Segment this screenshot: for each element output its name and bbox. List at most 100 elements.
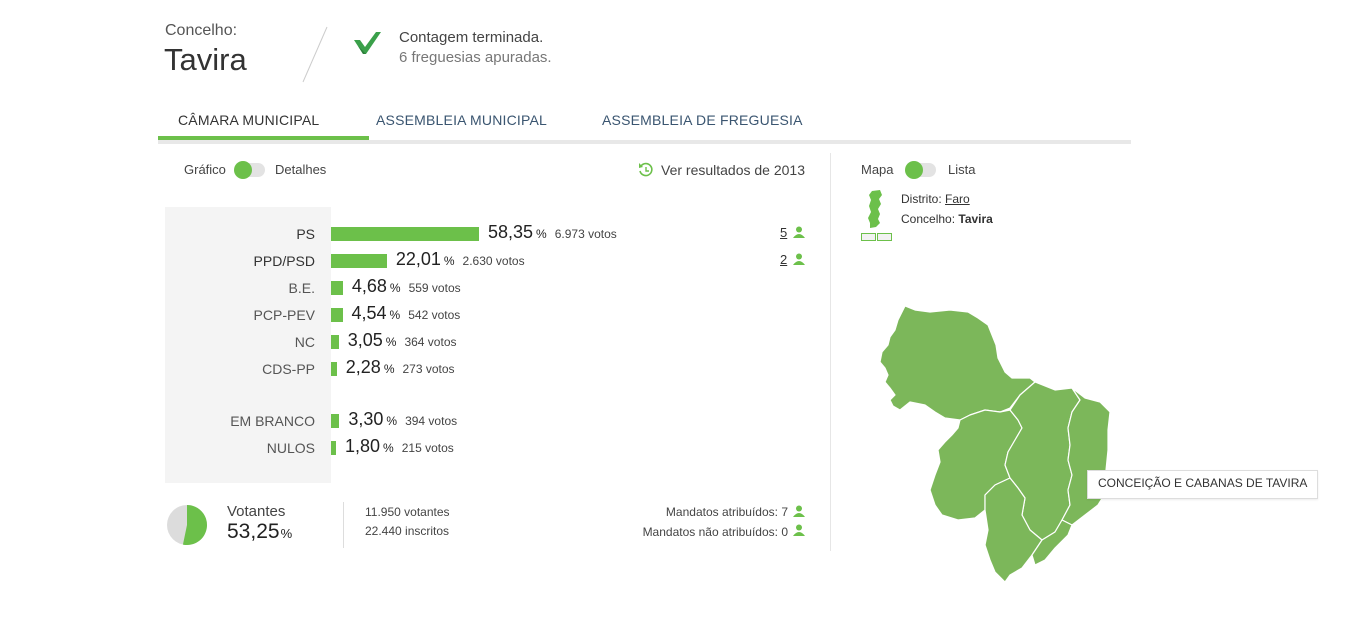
count-status-title: Contagem terminada.	[399, 29, 544, 46]
result-pct-value: 4,54	[351, 303, 387, 323]
tab-assembleia-freguesia[interactable]: ASSEMBLEIA DE FREGUESIA	[602, 112, 803, 128]
district-link[interactable]: Faro	[945, 192, 970, 206]
party-label: PPD/PSD	[253, 253, 315, 269]
check-icon	[354, 32, 381, 54]
toggle-knob	[905, 161, 923, 179]
result-bar	[331, 227, 479, 241]
result-pct-value: 3,30	[348, 409, 384, 429]
header-divider	[302, 26, 328, 83]
view-toggle-switch[interactable]	[234, 161, 265, 179]
tab-camara-municipal[interactable]: CÂMARA MUNICIPAL	[178, 112, 320, 128]
portugal-minimap-icon[interactable]	[864, 190, 888, 230]
result-pct-unit: %	[383, 441, 394, 455]
result-votes: 273 votos	[402, 362, 455, 376]
party-label: EM BRANCO	[230, 413, 315, 429]
result-pct-value: 58,35	[488, 222, 534, 242]
result-pct-unit: %	[389, 308, 401, 322]
result-votes: 2.630 votos	[462, 254, 525, 268]
view-toggle-left-label: Gráfico	[184, 162, 226, 177]
result-pct-value: 2,28	[345, 357, 381, 377]
party-mandates-link[interactable]: 5	[780, 225, 788, 240]
voters-count: 11.950 votantes	[365, 505, 450, 519]
count-status-sub: 6 freguesias apuradas.	[399, 49, 552, 66]
result-pct-unit: %	[386, 414, 398, 428]
summary-divider	[343, 502, 344, 548]
result-percentage: 3,05%	[348, 330, 397, 351]
panel-divider	[830, 153, 831, 551]
party-label: NULOS	[266, 440, 315, 456]
party-mandates-link[interactable]: 2	[780, 252, 788, 267]
minimap-zoom-out-button[interactable]	[861, 233, 876, 241]
map-toggle-switch[interactable]	[905, 161, 936, 179]
toggle-knob	[234, 161, 252, 179]
election-tabs: CÂMARA MUNICIPAL ASSEMBLEIA MUNICIPAL AS…	[158, 104, 1131, 144]
turnout-pie	[167, 505, 207, 545]
result-bar	[331, 335, 339, 349]
result-percentage: 3,30%	[348, 409, 397, 430]
map-tooltip: CONCEIÇÃO E CABANAS DE TAVIRA	[1087, 470, 1319, 499]
person-icon	[793, 505, 805, 517]
result-votes: 364 votos	[404, 335, 457, 349]
party-label: NC	[294, 334, 315, 350]
result-pct-value: 3,05	[347, 330, 383, 350]
result-votes: 559 votos	[408, 281, 461, 295]
mandates-assigned: Mandatos atribuídos: 7	[665, 505, 788, 519]
party-labels-panel	[165, 207, 331, 483]
turnout-percentage: 53,25%	[227, 520, 292, 544]
result-bar	[331, 362, 337, 376]
turnout-pct-unit: %	[280, 526, 293, 541]
map-toggle-right-label: Lista	[948, 162, 976, 177]
turnout-label: Votantes	[227, 503, 286, 520]
municipality-map	[879, 305, 1111, 583]
party-label: B.E.	[288, 280, 315, 296]
history-results-link[interactable]: Ver resultados de 2013	[661, 162, 805, 178]
person-icon	[793, 524, 805, 536]
municipality-label: Concelho:	[165, 22, 238, 39]
result-pct-value: 22,01	[395, 249, 441, 269]
result-pct-value: 1,80	[345, 436, 381, 456]
result-votes: 6.973 votos	[554, 227, 617, 241]
municipality-info-label: Concelho:	[901, 212, 956, 226]
district-label: Distrito:	[901, 192, 942, 206]
mandates-unassigned: Mandatos não atribuídos: 0	[642, 525, 788, 539]
result-bar	[331, 254, 387, 268]
person-icon	[793, 226, 805, 238]
result-pct-unit: %	[536, 227, 547, 241]
result-percentage: 58,35%	[488, 222, 547, 243]
view-toggle-right-label: Detalhes	[275, 162, 327, 177]
municipality-info: Concelho: Tavira	[901, 212, 993, 226]
result-percentage: 22,01%	[396, 249, 455, 270]
result-bar	[331, 308, 343, 322]
result-percentage: 2,28%	[346, 357, 395, 378]
result-pct-unit: %	[443, 254, 455, 268]
result-votes: 215 votos	[401, 441, 454, 455]
result-percentage: 4,68%	[352, 276, 401, 297]
map-parish-coast	[1031, 519, 1073, 566]
result-pct-unit: %	[383, 362, 395, 376]
party-label: PS	[296, 226, 315, 242]
result-votes: 542 votos	[408, 308, 461, 322]
district-info: Distrito: Faro	[901, 192, 970, 206]
result-percentage: 1,80%	[345, 436, 394, 457]
result-votes: 394 votos	[405, 414, 458, 428]
result-percentage: 4,54%	[352, 303, 401, 324]
registered-count: 22.440 inscritos	[365, 524, 450, 538]
minimap-zoom-in-button[interactable]	[877, 233, 892, 241]
map-toggle-left-label: Mapa	[861, 162, 894, 177]
result-bar	[331, 441, 336, 455]
map-parish-north	[879, 305, 1036, 421]
party-label: CDS-PP	[262, 361, 315, 377]
result-bar	[331, 414, 340, 428]
municipality-name: Tavira	[164, 42, 247, 77]
party-label: PCP-PEV	[253, 307, 315, 323]
turnout-pct-value: 53,25	[227, 520, 280, 543]
result-pct-value: 4,68	[351, 276, 387, 296]
municipality-info-value: Tavira	[958, 212, 993, 226]
history-icon[interactable]	[638, 162, 654, 178]
result-pct-unit: %	[385, 335, 397, 349]
person-icon	[793, 253, 805, 265]
result-bar	[331, 281, 343, 295]
active-tab-indicator	[158, 136, 369, 140]
tab-assembleia-municipal[interactable]: ASSEMBLEIA MUNICIPAL	[376, 112, 548, 128]
turnout-pie-slice	[182, 505, 207, 545]
